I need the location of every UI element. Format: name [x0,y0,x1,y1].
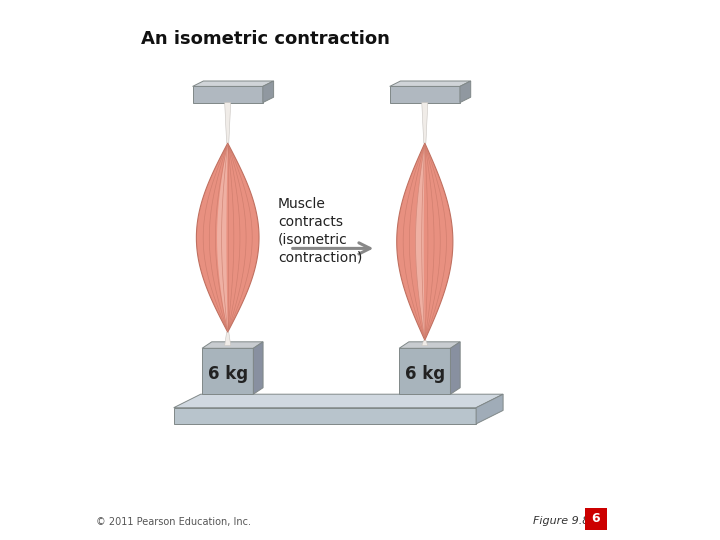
Polygon shape [253,342,263,394]
Polygon shape [217,143,228,332]
Polygon shape [451,342,460,394]
Text: © 2011 Pearson Education, Inc.: © 2011 Pearson Education, Inc. [96,516,251,526]
FancyArrowPatch shape [292,243,370,254]
Polygon shape [399,342,460,348]
Text: Figure 9.8: Figure 9.8 [533,516,589,526]
Text: Muscle
contracts
(isometric
contraction): Muscle contracts (isometric contraction) [278,197,362,265]
Polygon shape [422,103,428,143]
Polygon shape [390,81,471,86]
Text: 6: 6 [592,512,600,525]
Polygon shape [263,81,274,103]
Polygon shape [197,143,259,332]
Polygon shape [399,348,451,394]
Polygon shape [460,81,471,103]
Polygon shape [202,348,253,394]
Polygon shape [225,332,230,346]
Text: 6 kg: 6 kg [405,364,445,382]
FancyBboxPatch shape [585,508,608,530]
Text: An isometric contraction: An isometric contraction [141,30,390,48]
Polygon shape [193,81,274,86]
Polygon shape [174,408,476,424]
Polygon shape [476,394,503,424]
Polygon shape [390,86,460,103]
Polygon shape [174,394,503,408]
Polygon shape [193,86,263,103]
Polygon shape [422,340,428,346]
Polygon shape [415,143,425,340]
Polygon shape [202,342,263,348]
Polygon shape [225,103,230,143]
Text: 6 kg: 6 kg [207,364,248,382]
Polygon shape [397,143,453,340]
